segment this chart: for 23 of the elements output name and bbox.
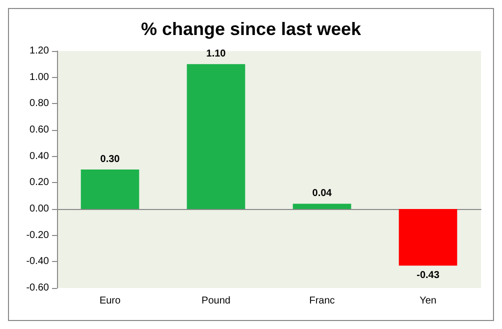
- y-tick-label: 1.00: [30, 72, 50, 83]
- x-tick-label: Franc: [309, 296, 335, 306]
- bar: [292, 204, 352, 209]
- y-tick-label: 0.60: [30, 124, 50, 136]
- y-tick-label: 1.20: [30, 46, 50, 56]
- y-tick-label: 0.20: [30, 177, 50, 188]
- chart-title: % change since last week: [140, 19, 362, 39]
- y-tick-label: -0.60: [26, 282, 50, 294]
- x-tick-label: Pound: [202, 296, 230, 306]
- bar: [80, 170, 140, 209]
- x-tick-label: Euro: [99, 296, 121, 306]
- y-tick-label: 0.00: [30, 204, 50, 214]
- data-label: 1.10: [206, 48, 226, 60]
- y-tick-label: 0.40: [30, 150, 50, 162]
- data-label: 0.04: [312, 188, 332, 200]
- x-tick-label: Yen: [420, 296, 436, 306]
- y-tick-label: -0.40: [26, 256, 50, 268]
- bar: [186, 64, 246, 209]
- bar: [398, 209, 458, 266]
- data-label: -0.43: [416, 270, 440, 282]
- y-tick-label: -0.20: [26, 230, 50, 241]
- y-tick-label: 0.80: [30, 98, 50, 110]
- data-label: 0.30: [100, 154, 120, 165]
